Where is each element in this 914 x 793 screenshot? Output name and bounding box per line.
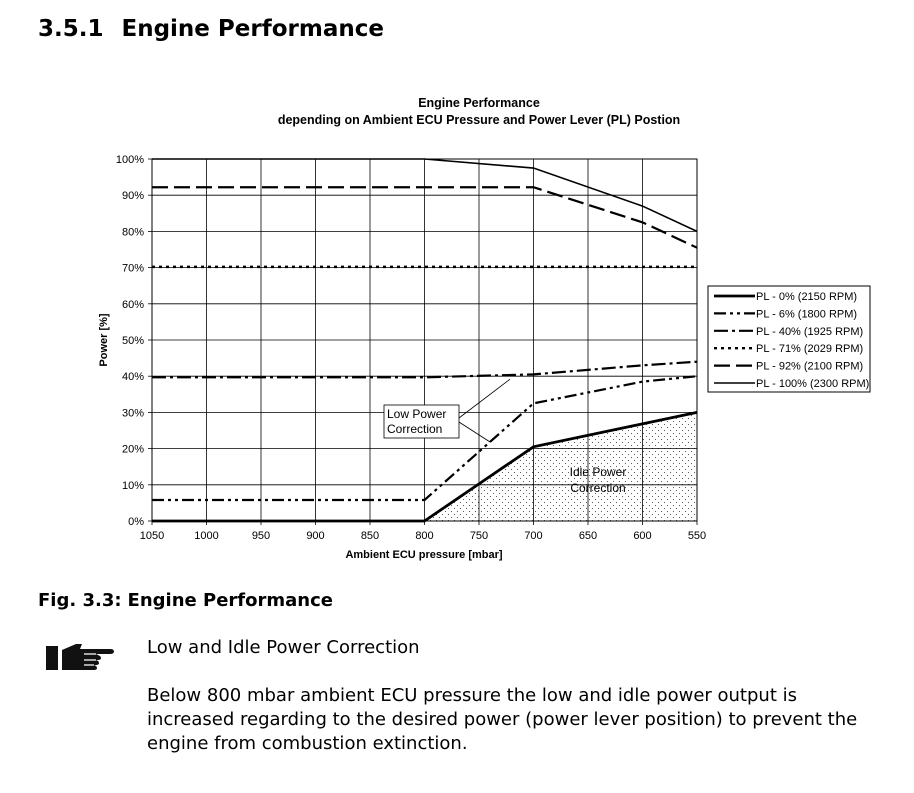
low-power-leader-line-upper [458, 378, 511, 419]
x-axis-label: Ambient ECU pressure [mbar] [345, 549, 502, 561]
chart-subtitle: depending on Ambient ECU Pressure and Po… [278, 113, 680, 127]
note-heading: Low and Idle Power Correction [147, 637, 420, 658]
legend-box [707, 285, 871, 393]
y-axis-label: Power [%] [98, 313, 110, 367]
x-tick-label-5: 800 [415, 530, 433, 542]
x-tick-label-2: 950 [252, 530, 270, 542]
y-tick-label-0: 0% [128, 516, 144, 528]
legend-label-0: PL - 0% (2150 RPM) [756, 291, 857, 303]
legend-label-2: PL - 40% (1925 RPM) [756, 326, 863, 338]
legend-label-4: PL - 92% (2100 RPM) [756, 361, 863, 373]
x-tick-label-8: 650 [579, 530, 597, 542]
chart-title: Engine Performance [418, 96, 540, 110]
x-tick-label-10: 550 [688, 530, 706, 542]
y-tick-label-4: 40% [122, 371, 144, 383]
series-line-2 [152, 360, 698, 379]
section-title-text: Engine Performance [121, 16, 384, 42]
y-tick-label-6: 60% [122, 299, 144, 311]
section-number: 3.5.1 [38, 16, 104, 42]
idle-power-annotation-line-1: Correction [570, 481, 625, 495]
low-power-annotation-box [383, 404, 460, 439]
x-tick-label-3: 900 [306, 530, 324, 542]
series-line-1 [152, 375, 698, 502]
pointing-hand-icon [46, 644, 114, 670]
engine-performance-chart: 1050 1000 950 900 850 800 750 700 650 600 550 0% 10%… [98, 96, 871, 561]
y-tick-label-8: 80% [122, 226, 144, 238]
figure-number: Fig. 3.3: [38, 590, 122, 611]
low-power-leader-line-lower [458, 421, 491, 443]
plot-frame [151, 158, 698, 522]
low-power-annotation-line-1: Correction [387, 422, 442, 436]
idle-correction-area [152, 412, 697, 521]
x-tick-label-7: 700 [524, 530, 542, 542]
legend-label-5: PL - 100% (2300 RPM) [756, 378, 869, 390]
low-power-annotation-line-0: Low Power [387, 407, 446, 421]
section-title: 3.5.1 Engine Performance [38, 16, 384, 42]
series-line-4 [152, 186, 698, 249]
x-tick-label-4: 850 [361, 530, 379, 542]
x-tick-label-1: 1000 [194, 530, 218, 542]
y-tick-label-2: 20% [122, 444, 144, 456]
y-tick-label-7: 70% [122, 263, 144, 275]
idle-power-annotation-line-0: Idle Power [570, 465, 627, 479]
x-tick-label-9: 600 [633, 530, 651, 542]
legend-label-3: PL - 71% (2029 RPM) [756, 343, 863, 355]
legend-label-1: PL - 6% (1800 RPM) [756, 308, 857, 320]
y-tick-label-3: 30% [122, 407, 144, 419]
x-tick-label-6: 750 [470, 530, 488, 542]
figure-caption: Fig. 3.3: Engine Performance [38, 590, 333, 611]
y-tick-label-10: 100% [116, 154, 144, 166]
y-tick-label-5: 50% [122, 335, 144, 347]
x-tick-label-0: 1050 [140, 530, 164, 542]
y-tick-label-1: 10% [122, 480, 144, 492]
note-body: Below 800 mbar ambient ECU pressure the … [147, 685, 858, 754]
figure-title: Engine Performance [127, 590, 333, 611]
y-tick-label-9: 90% [122, 190, 144, 202]
